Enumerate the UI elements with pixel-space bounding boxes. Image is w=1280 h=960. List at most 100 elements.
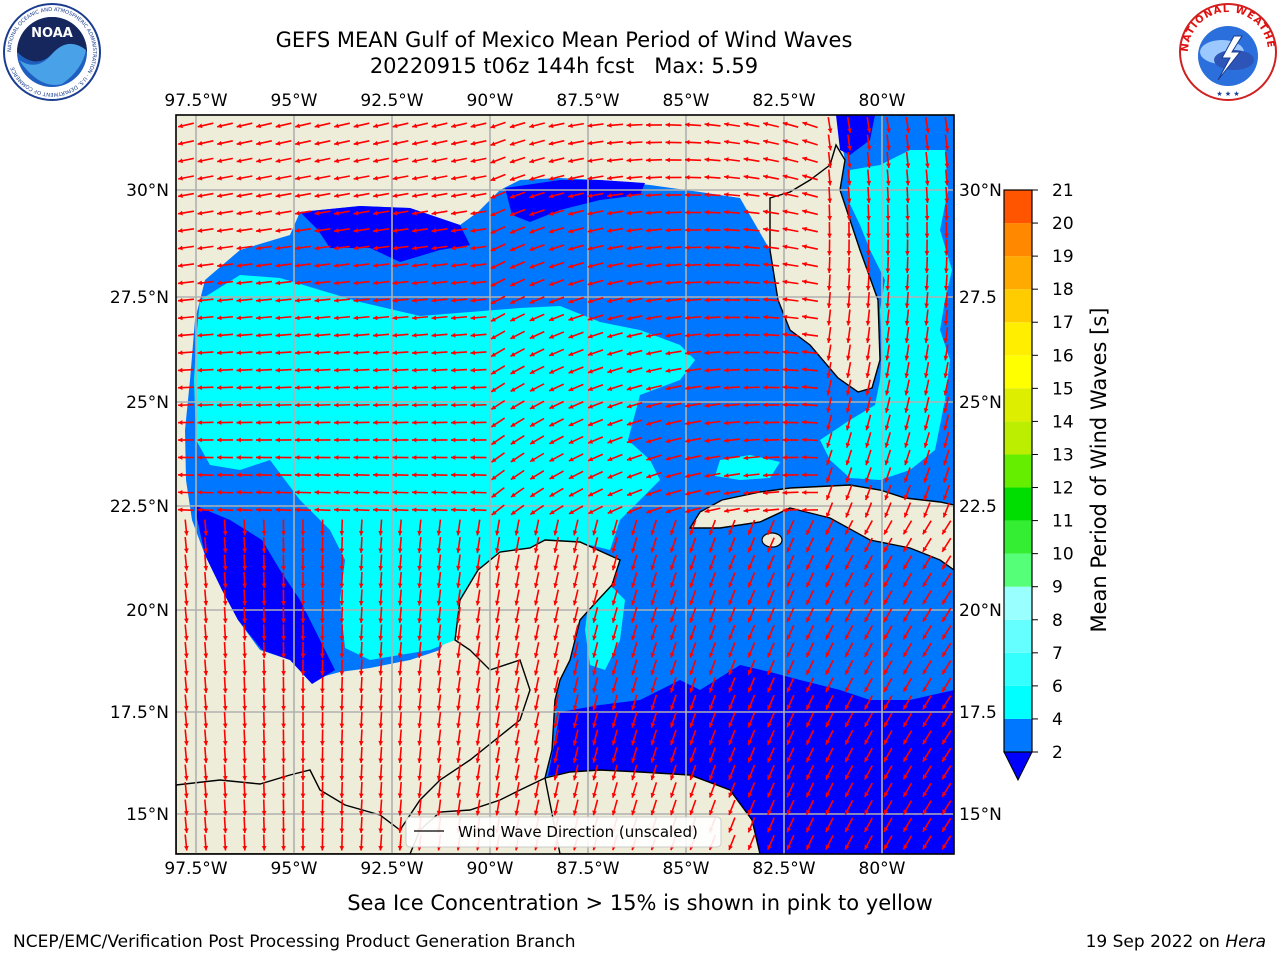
wind-arrow — [723, 473, 741, 478]
wind-arrow — [470, 437, 487, 443]
wind-arrow — [626, 228, 643, 233]
wind-arrow — [767, 589, 775, 606]
wind-arrow — [431, 140, 448, 146]
wind-arrow — [587, 192, 604, 199]
wind-arrow — [333, 472, 351, 478]
wind-arrow — [802, 244, 818, 250]
wind-arrow — [885, 291, 891, 309]
wind-arrow — [510, 504, 525, 516]
wind-arrow — [883, 765, 893, 780]
wind-arrow — [650, 624, 658, 641]
wind-arrow — [333, 315, 351, 321]
wind-arrow — [203, 746, 209, 764]
wind-arrow — [300, 536, 306, 554]
wind-arrow — [923, 449, 931, 466]
wind-arrow — [943, 274, 949, 291]
wind-arrow — [203, 554, 209, 571]
colorbar-tick-label: 16 — [1052, 346, 1074, 366]
wind-arrow — [397, 764, 403, 781]
wind-arrow — [684, 420, 702, 426]
wind-arrow — [728, 712, 736, 728]
wind-arrow — [762, 209, 780, 215]
wind-arrow — [495, 536, 501, 554]
wind-arrow — [177, 227, 195, 233]
wind-arrow — [255, 437, 273, 443]
wind-arrow — [568, 348, 584, 357]
wind-arrow — [275, 263, 292, 268]
wind-arrow — [782, 437, 799, 443]
wind-arrow — [197, 350, 214, 356]
wind-arrow — [883, 677, 893, 693]
wind-arrow — [436, 676, 442, 694]
wind-arrow — [372, 315, 390, 321]
wind-arrow — [417, 729, 423, 746]
wind-arrow — [411, 472, 429, 478]
wind-arrow — [827, 239, 832, 256]
wind-arrow — [548, 365, 565, 375]
wind-arrow — [645, 192, 663, 198]
wind-arrow — [529, 365, 545, 375]
wind-arrow — [378, 641, 384, 659]
wind-arrow — [805, 659, 815, 676]
wind-arrow — [762, 192, 780, 198]
wind-arrow — [300, 816, 306, 834]
wind-arrow — [339, 641, 345, 659]
wind-arrow — [592, 537, 599, 553]
wind-arrow — [553, 624, 560, 641]
wind-arrow — [607, 471, 623, 479]
wind-arrow — [456, 799, 461, 816]
wind-arrow — [902, 555, 913, 570]
wind-arrow — [665, 175, 682, 180]
wind-arrow — [533, 799, 540, 816]
wind-arrow — [548, 383, 565, 392]
wind-arrow — [392, 367, 409, 373]
wind-arrow — [431, 297, 448, 303]
wind-arrow — [670, 799, 677, 816]
wind-arrow — [197, 367, 214, 373]
wind-arrow — [281, 676, 286, 694]
wind-arrow — [943, 326, 949, 344]
wind-arrow — [883, 607, 893, 623]
wind-arrow — [723, 455, 741, 461]
wind-arrow — [802, 121, 818, 129]
wind-arrow — [728, 782, 736, 798]
wind-arrow — [529, 278, 545, 287]
wind-arrow — [183, 711, 189, 729]
wind-arrow — [728, 624, 736, 641]
wind-arrow — [392, 350, 409, 356]
wind-arrow — [922, 607, 932, 623]
wind-arrow — [548, 313, 565, 322]
wind-arrow — [183, 694, 189, 711]
wind-arrow — [320, 834, 325, 851]
wind-arrow — [177, 455, 195, 460]
wind-arrow — [236, 332, 253, 338]
wind-arrow — [767, 572, 775, 588]
wind-arrow — [782, 174, 799, 181]
wind-arrow — [397, 659, 403, 676]
wind-arrow — [865, 449, 872, 466]
wind-arrow — [572, 677, 579, 693]
wind-arrow — [844, 555, 854, 570]
wind-arrow — [495, 764, 501, 781]
wind-arrow — [314, 210, 331, 216]
wind-arrow — [392, 402, 409, 408]
wind-arrow — [941, 835, 952, 850]
wind-arrow — [451, 122, 467, 129]
wind-arrow — [587, 366, 604, 374]
wind-arrow — [275, 210, 292, 216]
wind-arrow — [922, 660, 932, 675]
wind-arrow — [177, 507, 195, 513]
wind-arrow — [704, 174, 721, 180]
wind-arrow — [902, 607, 913, 623]
wind-arrow — [436, 729, 442, 746]
wind-arrow — [275, 297, 292, 303]
wind-arrow — [902, 590, 913, 605]
wind-arrow — [397, 641, 403, 659]
wind-arrow — [689, 764, 697, 781]
wind-arrow — [255, 332, 273, 338]
wind-arrow — [572, 659, 579, 676]
wind-arrow — [924, 256, 930, 274]
wind-arrow — [275, 367, 292, 373]
wind-arrow — [844, 712, 854, 728]
